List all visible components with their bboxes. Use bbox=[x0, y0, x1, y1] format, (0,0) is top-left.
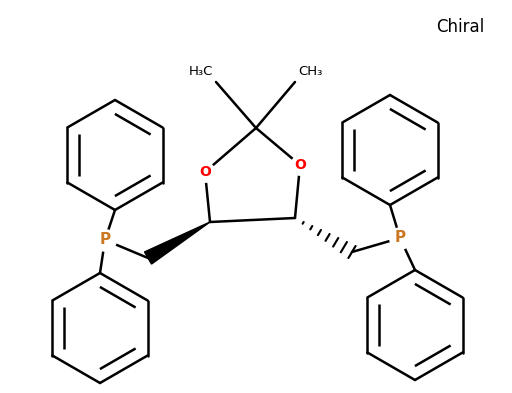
Polygon shape bbox=[144, 222, 210, 264]
Text: O: O bbox=[199, 165, 211, 179]
Text: P: P bbox=[394, 231, 406, 246]
Text: CH₃: CH₃ bbox=[298, 65, 323, 78]
Text: P: P bbox=[99, 233, 111, 248]
Text: Chiral: Chiral bbox=[436, 18, 484, 36]
Text: O: O bbox=[294, 158, 306, 172]
Text: H₃C: H₃C bbox=[188, 65, 213, 78]
